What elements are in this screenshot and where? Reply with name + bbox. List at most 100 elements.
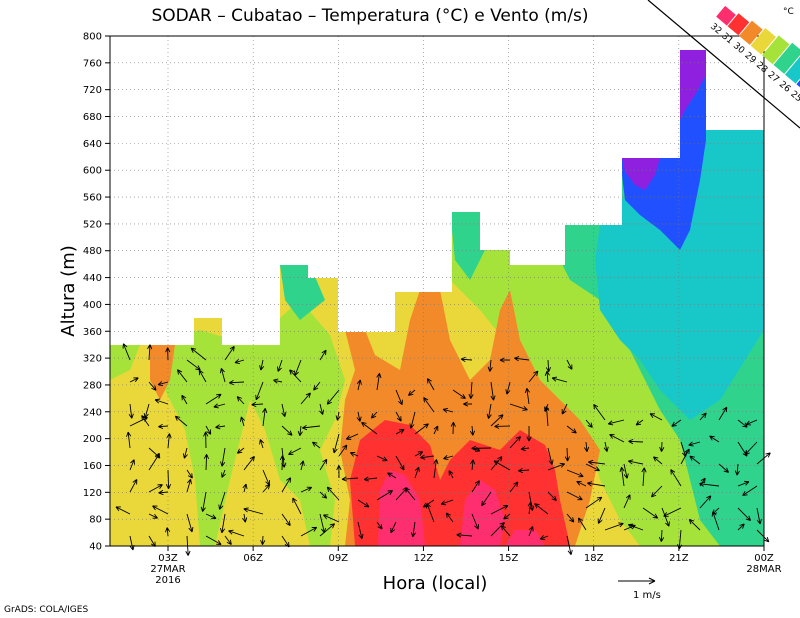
y-tick-label: 400 [83,300,102,311]
wind-reference: 1 m/s [618,577,661,601]
wind-arrow [115,506,131,515]
wind-arrow [395,455,405,471]
wind-arrow [319,491,328,499]
band-gt31 [378,470,425,546]
wind-arrow [500,525,511,537]
wind-arrow [297,425,303,437]
wind-arrow [566,425,577,434]
wind-arrow [376,372,382,391]
wind-arrow [165,347,171,361]
x-tick-date: 28MAR [746,564,781,575]
wind-arrow [623,463,629,479]
wind-arrow [487,359,493,372]
wind-arrow [240,416,245,427]
wind-arrow [158,489,169,496]
wind-arrow [699,495,712,509]
wind-arrow [689,455,701,465]
wind-arrow [503,513,511,520]
wind-arrow [341,476,359,482]
wind-arrow [349,451,359,457]
wind-arrow [528,370,539,383]
colorbar-label: 32 [708,22,723,37]
wind-arrow [300,486,313,493]
wind-arrow [518,467,530,474]
wind-arrow [332,433,340,454]
colorbar-swatch [773,42,800,74]
wind-arrow [313,381,321,391]
wind-arrow [440,499,454,506]
wind-arrow [224,535,232,545]
wind-arrow [148,381,157,391]
wind-arrow [597,507,606,524]
wind-arrow [433,425,439,435]
wind-arrow [414,451,424,457]
wind-arrow [718,463,729,473]
wind-arrow [607,419,625,426]
wind-arrow [251,401,264,408]
wind-arrow [357,521,364,540]
wind-arrow [414,466,420,479]
wind-arrow [213,403,226,409]
wind-arrow [448,470,454,479]
wind-arrow [609,434,625,443]
wind-arrow [234,359,245,364]
colorbar-swatch [762,35,790,65]
wind-arrow [469,425,476,436]
plot-frame [109,35,765,547]
wind-arrow [395,429,405,435]
colorbar-label: 27 [765,70,780,85]
wind-arrow [584,441,590,452]
wind-arrow [289,369,302,383]
wind-arrow [319,403,325,415]
x-tick-label: 06Z [243,553,263,564]
wind-arrow [509,436,521,449]
wind-arrow [220,447,226,467]
wind-arrow [688,441,701,447]
wind-arrow [653,456,663,465]
wind-arrow [361,421,378,435]
y-tick-label: 600 [83,166,102,177]
wind-arrow [148,453,161,471]
wind-arrow [539,535,549,540]
wind-arrow [390,521,397,534]
wind-arrow [566,469,584,478]
wind-arrow [587,481,606,487]
wind-arrow [452,389,466,399]
wind-arrow [509,403,528,411]
y-tick-label: 200 [83,434,102,445]
wind-arrow [471,445,492,451]
wind-arrow [493,460,511,471]
wind-arrow [205,425,212,435]
wind-arrow [122,343,131,361]
wind-arrow [468,381,474,399]
wind-arrow [129,459,135,471]
wind-arrow [186,513,194,533]
wind-arrow [281,425,293,436]
wind-arrow [544,406,550,427]
wind-arrow [490,381,496,401]
colorbar-swatch [739,20,763,45]
wind-arrow [494,423,511,429]
wind-arrow [177,369,188,383]
temperature-contours [110,36,764,546]
wind-arrow [186,469,193,479]
wind-arrow [585,463,600,472]
band-27-28 [150,300,345,546]
wind-arrow [688,519,701,531]
wind-arrow [627,459,644,465]
wind-arrow [319,458,328,471]
colorbar-segment: 25 [788,57,800,104]
wind-arrow [450,421,456,435]
wind-arrow [442,407,454,413]
wind-arrow [164,527,171,537]
band-gt31-b [460,480,505,546]
wind-arrow [300,392,311,405]
wind-arrow [460,356,473,363]
wind-arrow [236,396,245,405]
wind-arrow [281,513,291,527]
wind-reference-label: 1 m/s [633,590,661,601]
wind-arrow [236,447,245,454]
wind-arrow [649,413,663,421]
wind-arrow [220,513,226,534]
